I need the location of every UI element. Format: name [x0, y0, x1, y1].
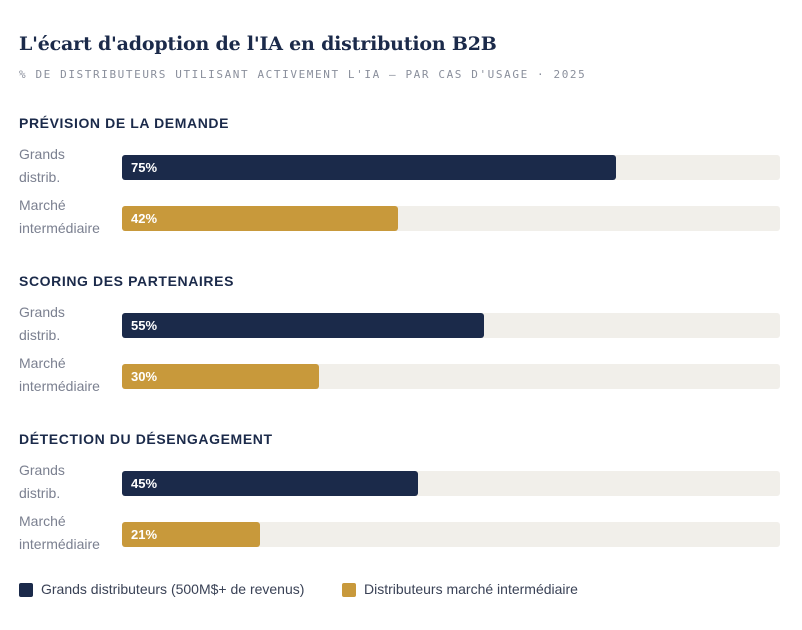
row-label-line: distrib. — [19, 327, 61, 343]
row-label-line: distrib. — [19, 169, 61, 185]
row-label-line: Marché — [19, 355, 66, 371]
bar-track: 75% — [122, 155, 780, 180]
row-label-line: Grands — [19, 304, 65, 320]
bar-value-label: 75% — [131, 160, 158, 175]
bar-row: Marché intermédiaire 30% — [19, 352, 781, 400]
legend-label: Distributeurs marché intermédiaire — [364, 581, 578, 597]
bar-track: 45% — [122, 471, 780, 496]
row-label: Grands distrib. — [19, 301, 119, 347]
bar-fill: 55% — [122, 313, 484, 338]
group-title: SCORING DES PARTENAIRES — [19, 273, 235, 289]
group-disengagement-detection: DÉTECTION DU DÉSENGAGEMENT Grands distri… — [19, 431, 781, 552]
bar-value-label: 45% — [131, 476, 158, 491]
row-label-line: Marché — [19, 513, 66, 529]
row-label-line: intermédiaire — [19, 378, 100, 394]
bar-row: Marché intermédiaire 42% — [19, 194, 781, 242]
bar-value-label: 30% — [131, 369, 158, 384]
row-label-line: Grands — [19, 146, 65, 162]
bar-track: 30% — [122, 364, 780, 389]
bar-fill: 42% — [122, 206, 399, 231]
bar-row: Grands distrib. 45% — [19, 459, 781, 507]
row-label-line: distrib. — [19, 485, 61, 501]
chart-subtitle: % DE DISTRIBUTEURS UTILISANT ACTIVEMENT … — [19, 68, 587, 81]
row-label: Grands distrib. — [19, 459, 119, 505]
bar-fill: 21% — [122, 522, 261, 547]
bar-value-label: 42% — [131, 211, 158, 226]
row-label-line: Grands — [19, 462, 65, 478]
group-demand-forecast: PRÉVISION DE LA DEMANDE Grands distrib. … — [19, 115, 781, 236]
row-label: Marché intermédiaire — [19, 194, 119, 240]
row-label: Grands distrib. — [19, 143, 119, 189]
bar-row: Marché intermédiaire 21% — [19, 510, 781, 558]
bar-track: 55% — [122, 313, 780, 338]
bar-row: Grands distrib. 75% — [19, 143, 781, 191]
bar-track: 42% — [122, 206, 780, 231]
bar-fill: 45% — [122, 471, 419, 496]
bar-fill: 75% — [122, 155, 616, 180]
bar-value-label: 55% — [131, 318, 158, 333]
bar-fill: 30% — [122, 364, 320, 389]
bar-row: Grands distrib. 55% — [19, 301, 781, 349]
group-title: DÉTECTION DU DÉSENGAGEMENT — [19, 431, 273, 447]
bar-value-label: 21% — [131, 527, 158, 542]
bar-track: 21% — [122, 522, 780, 547]
row-label-line: intermédiaire — [19, 220, 100, 236]
legend-swatch — [19, 583, 33, 597]
legend-swatch — [342, 583, 356, 597]
row-label: Marché intermédiaire — [19, 352, 119, 398]
row-label-line: Marché — [19, 197, 66, 213]
group-partner-scoring: SCORING DES PARTENAIRES Grands distrib. … — [19, 273, 781, 394]
chart-title: L'écart d'adoption de l'IA en distributi… — [19, 33, 497, 55]
row-label-line: intermédiaire — [19, 536, 100, 552]
row-label: Marché intermédiaire — [19, 510, 119, 556]
legend-label: Grands distributeurs (500M$+ de revenus) — [41, 581, 305, 597]
group-title: PRÉVISION DE LA DEMANDE — [19, 115, 230, 131]
